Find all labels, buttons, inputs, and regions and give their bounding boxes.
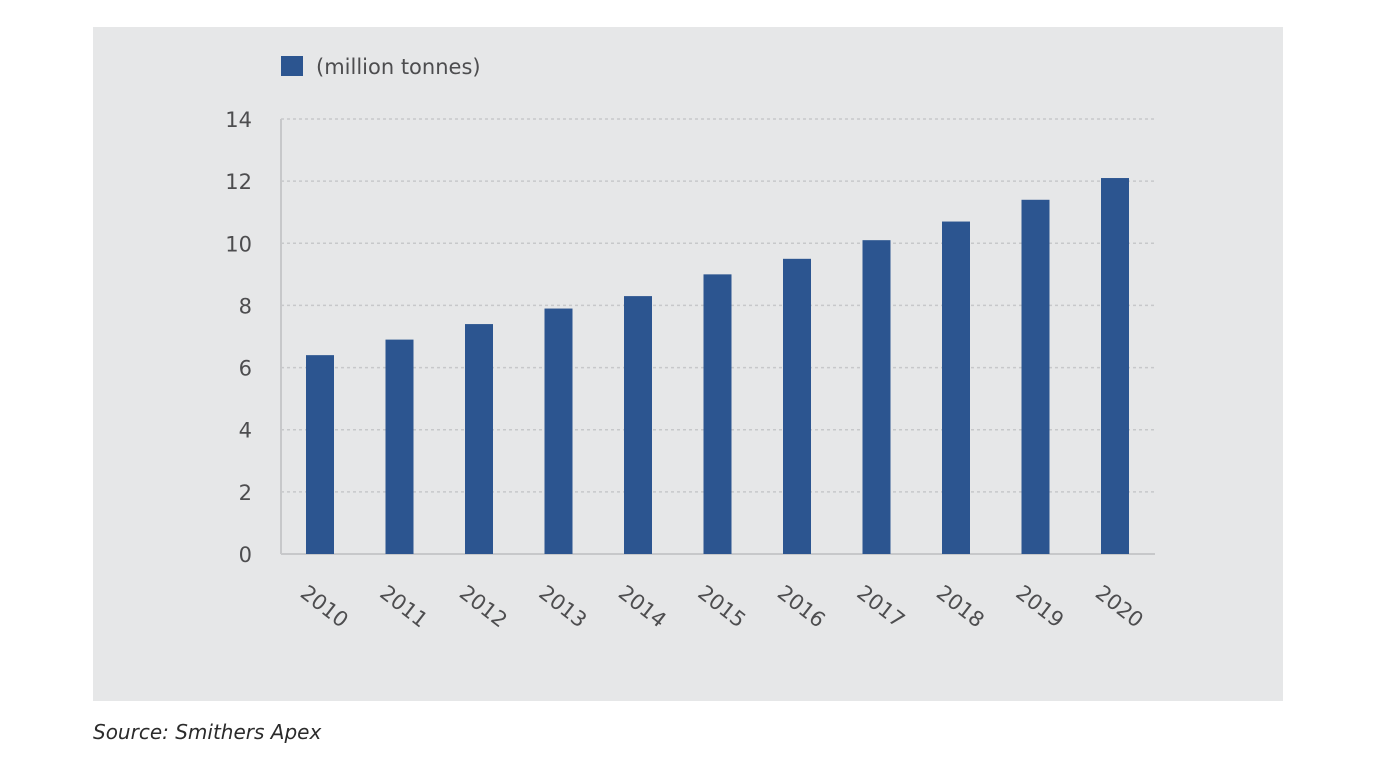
x-tick-label: 2017	[852, 581, 909, 633]
y-tick-label: 8	[239, 294, 252, 318]
bar-2019	[1021, 199, 1050, 555]
bar-2011	[385, 339, 414, 554]
y-tick-label: 0	[239, 543, 252, 567]
bar-2020	[1101, 178, 1129, 555]
x-tick-label: 2010	[296, 581, 353, 633]
legend: (million tonnes)	[281, 55, 481, 79]
bar-2018	[942, 221, 970, 555]
x-tick-label: 2015	[693, 581, 750, 633]
source-note: Source: Smithers Apex	[93, 720, 322, 744]
grid-layer	[281, 118, 1155, 493]
x-tick-label: 2011	[375, 581, 432, 633]
x-tick-label: 2013	[534, 581, 591, 633]
legend-swatch	[281, 56, 303, 76]
x-tick-label: 2014	[614, 581, 671, 633]
bar-2017	[862, 240, 891, 554]
y-tick-label: 6	[239, 357, 252, 381]
x-tick-label: 2018	[932, 581, 989, 633]
bar-2016	[783, 258, 811, 554]
x-tick-label: 2020	[1091, 581, 1148, 633]
bar-2014	[624, 296, 652, 554]
axis-layer: 0 2 4 6 8 10 12 14	[225, 108, 1155, 567]
x-tick-label: 2019	[1011, 581, 1068, 633]
y-tick-label: 14	[225, 108, 252, 132]
y-tick-label: 12	[225, 170, 252, 194]
x-tick-label: 2012	[455, 581, 512, 633]
legend-label: (million tonnes)	[316, 55, 481, 79]
chart-panel	[93, 27, 1283, 701]
bar-2010	[306, 355, 334, 554]
bar-2015	[703, 274, 732, 554]
y-tick-label: 10	[225, 232, 252, 256]
y-tick-label: 4	[239, 419, 252, 443]
x-tick-label: 2016	[773, 581, 830, 633]
bar-layer	[306, 178, 1129, 555]
y-tick-label: 2	[239, 481, 252, 505]
bar-2012	[465, 324, 493, 554]
x-tick-labels: 2010 2011 2012 2013 2014 2015 2016 2017 2018 2019…	[296, 581, 1148, 633]
bar-2013	[544, 308, 573, 554]
